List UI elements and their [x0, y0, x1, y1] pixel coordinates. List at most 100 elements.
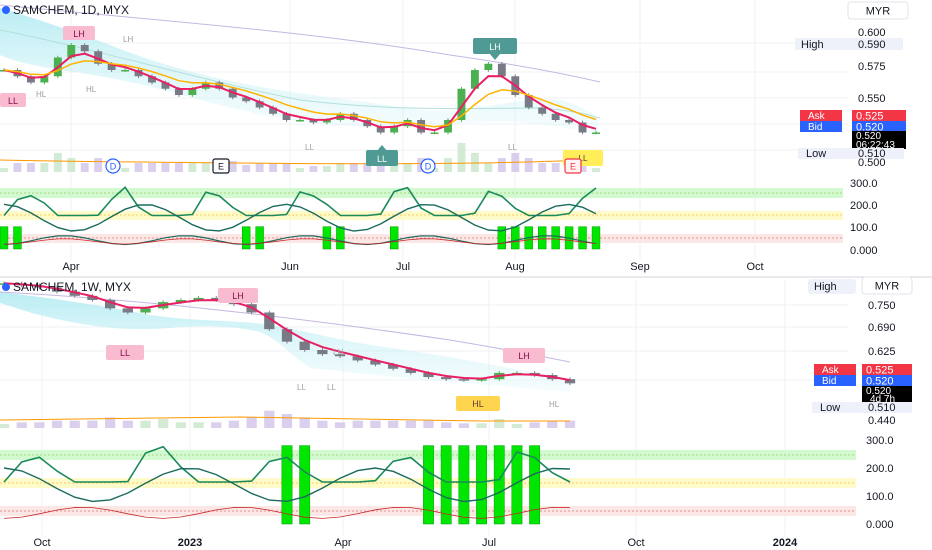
candle	[352, 356, 363, 361]
volume-bar	[387, 420, 399, 428]
candle	[264, 312, 275, 330]
bottom-x-tick: 2024	[773, 537, 798, 549]
svg-text:E: E	[570, 162, 576, 172]
oscillator-bar	[423, 445, 434, 525]
volume-bar	[538, 163, 547, 172]
top-ask-value-bg	[852, 110, 906, 121]
volume-bar	[281, 414, 293, 428]
oscillator-bar	[299, 445, 311, 525]
candle	[104, 300, 116, 309]
bottom-x-tick: Apr	[334, 537, 351, 549]
volume-bar	[511, 424, 523, 428]
candle	[349, 113, 358, 120]
volume-bar	[299, 417, 310, 428]
candle	[390, 126, 399, 133]
bottom-marker-hl-1: HL	[456, 396, 500, 411]
candle	[423, 372, 434, 378]
candle	[484, 63, 493, 70]
candle	[188, 88, 197, 95]
volume-bar	[322, 166, 331, 172]
volume-bar	[264, 410, 275, 428]
top-ma-long	[0, 4, 601, 83]
bottom-panel: LH LL LH LH HL LL LL HL	[0, 276, 913, 549]
candle	[322, 120, 331, 123]
volume-bar	[122, 420, 133, 428]
bottom-currency-button[interactable]	[861, 276, 913, 295]
oscillator-bar	[511, 226, 520, 250]
oscillator-bar	[281, 445, 293, 525]
volume-bar	[269, 163, 278, 172]
top-marker-ll-2: LL	[366, 145, 398, 166]
oscillator-bar	[537, 226, 547, 250]
bottom-x-tick: Oct	[33, 537, 50, 549]
volume-bar	[390, 163, 399, 172]
candle	[370, 360, 381, 365]
top-event-earnings-2: E	[564, 158, 582, 174]
top-title[interactable]: SAMCHEM, 1D, MYX	[13, 3, 129, 17]
oscillator-bar	[389, 226, 399, 250]
top-time-axis: Apr Jun Jul Aug Sep Oct	[62, 261, 763, 273]
top-ribbon-cloud	[0, 8, 598, 135]
volume-bar	[228, 161, 237, 172]
oscillator-bar	[551, 226, 560, 250]
volume-bar	[458, 423, 470, 428]
top-marker-ll-5: LL	[508, 143, 517, 152]
volume-bar	[363, 163, 372, 172]
volume-bar	[94, 158, 103, 172]
candle	[282, 113, 291, 120]
top-high-bg	[795, 38, 903, 50]
candle	[175, 300, 187, 303]
top-event-earnings-1: E	[212, 158, 230, 174]
volume-bar	[148, 163, 156, 172]
bottom-low-bg	[812, 402, 912, 413]
top-marker-lh-1-text: LH	[73, 29, 85, 39]
volume-bar	[592, 168, 600, 172]
bottom-volume	[0, 410, 576, 428]
candle	[296, 120, 304, 122]
top-event-dividend-1: D	[105, 158, 121, 174]
candle	[215, 82, 224, 89]
svg-text:HL: HL	[472, 399, 484, 409]
volume-bar	[188, 163, 197, 172]
top-marker-lh-1: LH	[63, 26, 95, 40]
bottom-marker-lh-1: LH	[218, 288, 258, 303]
candle	[255, 101, 264, 108]
candle	[299, 341, 310, 350]
bottom-price-axis: High MYR 0.750 0.690 0.625 Ask 0.525 Bid…	[808, 276, 913, 531]
candle	[193, 297, 204, 300]
candle	[430, 132, 439, 134]
top-marker-ll-2-text: LL	[377, 154, 387, 164]
candle	[458, 379, 470, 381]
volume-bar	[405, 420, 416, 428]
top-x-tick: Jun	[281, 261, 299, 273]
bottom-bid-value-bg	[862, 375, 912, 386]
top-x-tick: Aug	[505, 261, 525, 273]
top-ema-fast	[3, 52, 597, 132]
candle	[26, 76, 35, 83]
candle	[211, 297, 222, 300]
candle	[309, 120, 318, 123]
volume-bar	[67, 158, 76, 172]
candle	[80, 45, 89, 52]
top-currency-button[interactable]	[847, 1, 909, 20]
volume-bar	[158, 419, 169, 428]
bottom-marker-ll-3: LL	[327, 383, 336, 392]
candle	[476, 379, 487, 381]
volume-bar	[444, 158, 452, 172]
volume-bar	[0, 168, 8, 172]
volume-bar	[484, 163, 493, 172]
candle	[161, 82, 170, 89]
svg-text:D: D	[425, 162, 432, 172]
candle	[444, 120, 452, 133]
bottom-bid-label: Bid	[822, 376, 836, 387]
top-marker-ll-1: LL	[0, 93, 26, 107]
bottom-title[interactable]: SAMCHEM, 1W, MYX	[13, 280, 131, 294]
top-bid-label: Bid	[808, 122, 822, 133]
top-marker-hl-1: HL	[36, 90, 47, 99]
oscillator-bar	[476, 445, 487, 525]
top-event-dividend-2: D	[420, 158, 436, 174]
bottom-volume-ma	[0, 416, 570, 422]
oscillator-bar	[591, 226, 601, 250]
top-axis-tick: 0.575	[858, 61, 886, 73]
